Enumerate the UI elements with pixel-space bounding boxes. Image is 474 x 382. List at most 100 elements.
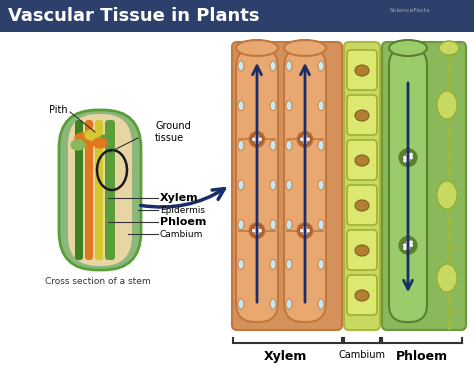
Ellipse shape: [99, 135, 113, 145]
Text: Cross section of a stem: Cross section of a stem: [45, 277, 151, 286]
FancyBboxPatch shape: [59, 110, 141, 270]
FancyBboxPatch shape: [347, 140, 377, 180]
Circle shape: [256, 138, 258, 141]
Ellipse shape: [238, 180, 244, 190]
Ellipse shape: [355, 65, 369, 76]
Circle shape: [304, 141, 306, 144]
FancyBboxPatch shape: [95, 120, 103, 260]
Ellipse shape: [85, 130, 99, 140]
Text: Phloem: Phloem: [160, 217, 206, 227]
Circle shape: [249, 223, 265, 239]
FancyBboxPatch shape: [347, 95, 377, 135]
Circle shape: [301, 230, 303, 232]
Text: Cambium: Cambium: [160, 230, 203, 238]
Ellipse shape: [71, 140, 85, 150]
Circle shape: [304, 138, 306, 141]
Circle shape: [404, 156, 406, 159]
FancyBboxPatch shape: [347, 275, 377, 315]
Ellipse shape: [270, 140, 276, 151]
Circle shape: [249, 131, 265, 147]
Circle shape: [307, 230, 309, 232]
FancyBboxPatch shape: [389, 48, 427, 322]
Ellipse shape: [355, 110, 369, 121]
Circle shape: [410, 154, 412, 156]
Ellipse shape: [389, 40, 427, 56]
Circle shape: [407, 247, 409, 249]
Ellipse shape: [355, 290, 369, 301]
Circle shape: [410, 156, 412, 159]
Circle shape: [256, 230, 258, 232]
Circle shape: [301, 138, 303, 141]
Circle shape: [304, 233, 306, 235]
Ellipse shape: [318, 140, 324, 151]
FancyBboxPatch shape: [105, 120, 115, 260]
Ellipse shape: [437, 91, 457, 119]
Ellipse shape: [286, 180, 292, 190]
Ellipse shape: [270, 220, 276, 230]
Ellipse shape: [238, 140, 244, 151]
FancyBboxPatch shape: [232, 42, 342, 330]
Circle shape: [304, 135, 306, 138]
Ellipse shape: [286, 140, 292, 151]
Ellipse shape: [318, 220, 324, 230]
FancyBboxPatch shape: [347, 50, 377, 90]
Circle shape: [410, 244, 412, 246]
Ellipse shape: [318, 61, 324, 71]
Text: Vascular Tissue in Plants: Vascular Tissue in Plants: [8, 7, 259, 25]
FancyBboxPatch shape: [75, 120, 83, 260]
FancyBboxPatch shape: [236, 48, 278, 322]
Circle shape: [304, 230, 306, 232]
Circle shape: [304, 227, 306, 229]
Text: Xylem: Xylem: [160, 193, 199, 203]
Circle shape: [256, 233, 258, 235]
Circle shape: [307, 138, 309, 141]
FancyBboxPatch shape: [68, 114, 132, 266]
Text: Phloem: Phloem: [396, 350, 448, 363]
FancyBboxPatch shape: [344, 42, 380, 330]
Circle shape: [297, 223, 313, 239]
FancyBboxPatch shape: [85, 120, 93, 260]
Text: Epidermis: Epidermis: [160, 206, 205, 215]
Circle shape: [410, 241, 412, 243]
Circle shape: [256, 135, 258, 138]
Text: Ground
tissue: Ground tissue: [155, 121, 191, 143]
Text: Pith: Pith: [49, 105, 68, 115]
Circle shape: [399, 149, 417, 167]
Circle shape: [253, 230, 255, 232]
Circle shape: [407, 159, 409, 162]
Ellipse shape: [238, 259, 244, 269]
Ellipse shape: [284, 40, 326, 56]
Ellipse shape: [270, 101, 276, 111]
FancyBboxPatch shape: [0, 0, 474, 32]
Ellipse shape: [238, 61, 244, 71]
FancyBboxPatch shape: [347, 185, 377, 225]
FancyBboxPatch shape: [382, 42, 466, 330]
Ellipse shape: [270, 180, 276, 190]
Circle shape: [297, 131, 313, 147]
Text: Xylem: Xylem: [264, 350, 307, 363]
Circle shape: [256, 227, 258, 229]
Ellipse shape: [355, 200, 369, 211]
Ellipse shape: [318, 180, 324, 190]
Circle shape: [407, 244, 409, 246]
Ellipse shape: [355, 155, 369, 166]
Circle shape: [407, 241, 409, 243]
Ellipse shape: [355, 245, 369, 256]
FancyBboxPatch shape: [347, 230, 377, 270]
Circle shape: [407, 156, 409, 159]
Text: ScienceFacts: ScienceFacts: [390, 8, 430, 13]
Ellipse shape: [318, 299, 324, 309]
Circle shape: [407, 154, 409, 156]
Ellipse shape: [286, 101, 292, 111]
Ellipse shape: [318, 101, 324, 111]
Ellipse shape: [238, 220, 244, 230]
Ellipse shape: [270, 259, 276, 269]
Ellipse shape: [270, 61, 276, 71]
Ellipse shape: [236, 40, 278, 56]
FancyBboxPatch shape: [284, 48, 326, 322]
Circle shape: [404, 247, 406, 249]
Ellipse shape: [93, 138, 107, 148]
Ellipse shape: [318, 259, 324, 269]
Ellipse shape: [439, 41, 459, 55]
Ellipse shape: [437, 264, 457, 292]
